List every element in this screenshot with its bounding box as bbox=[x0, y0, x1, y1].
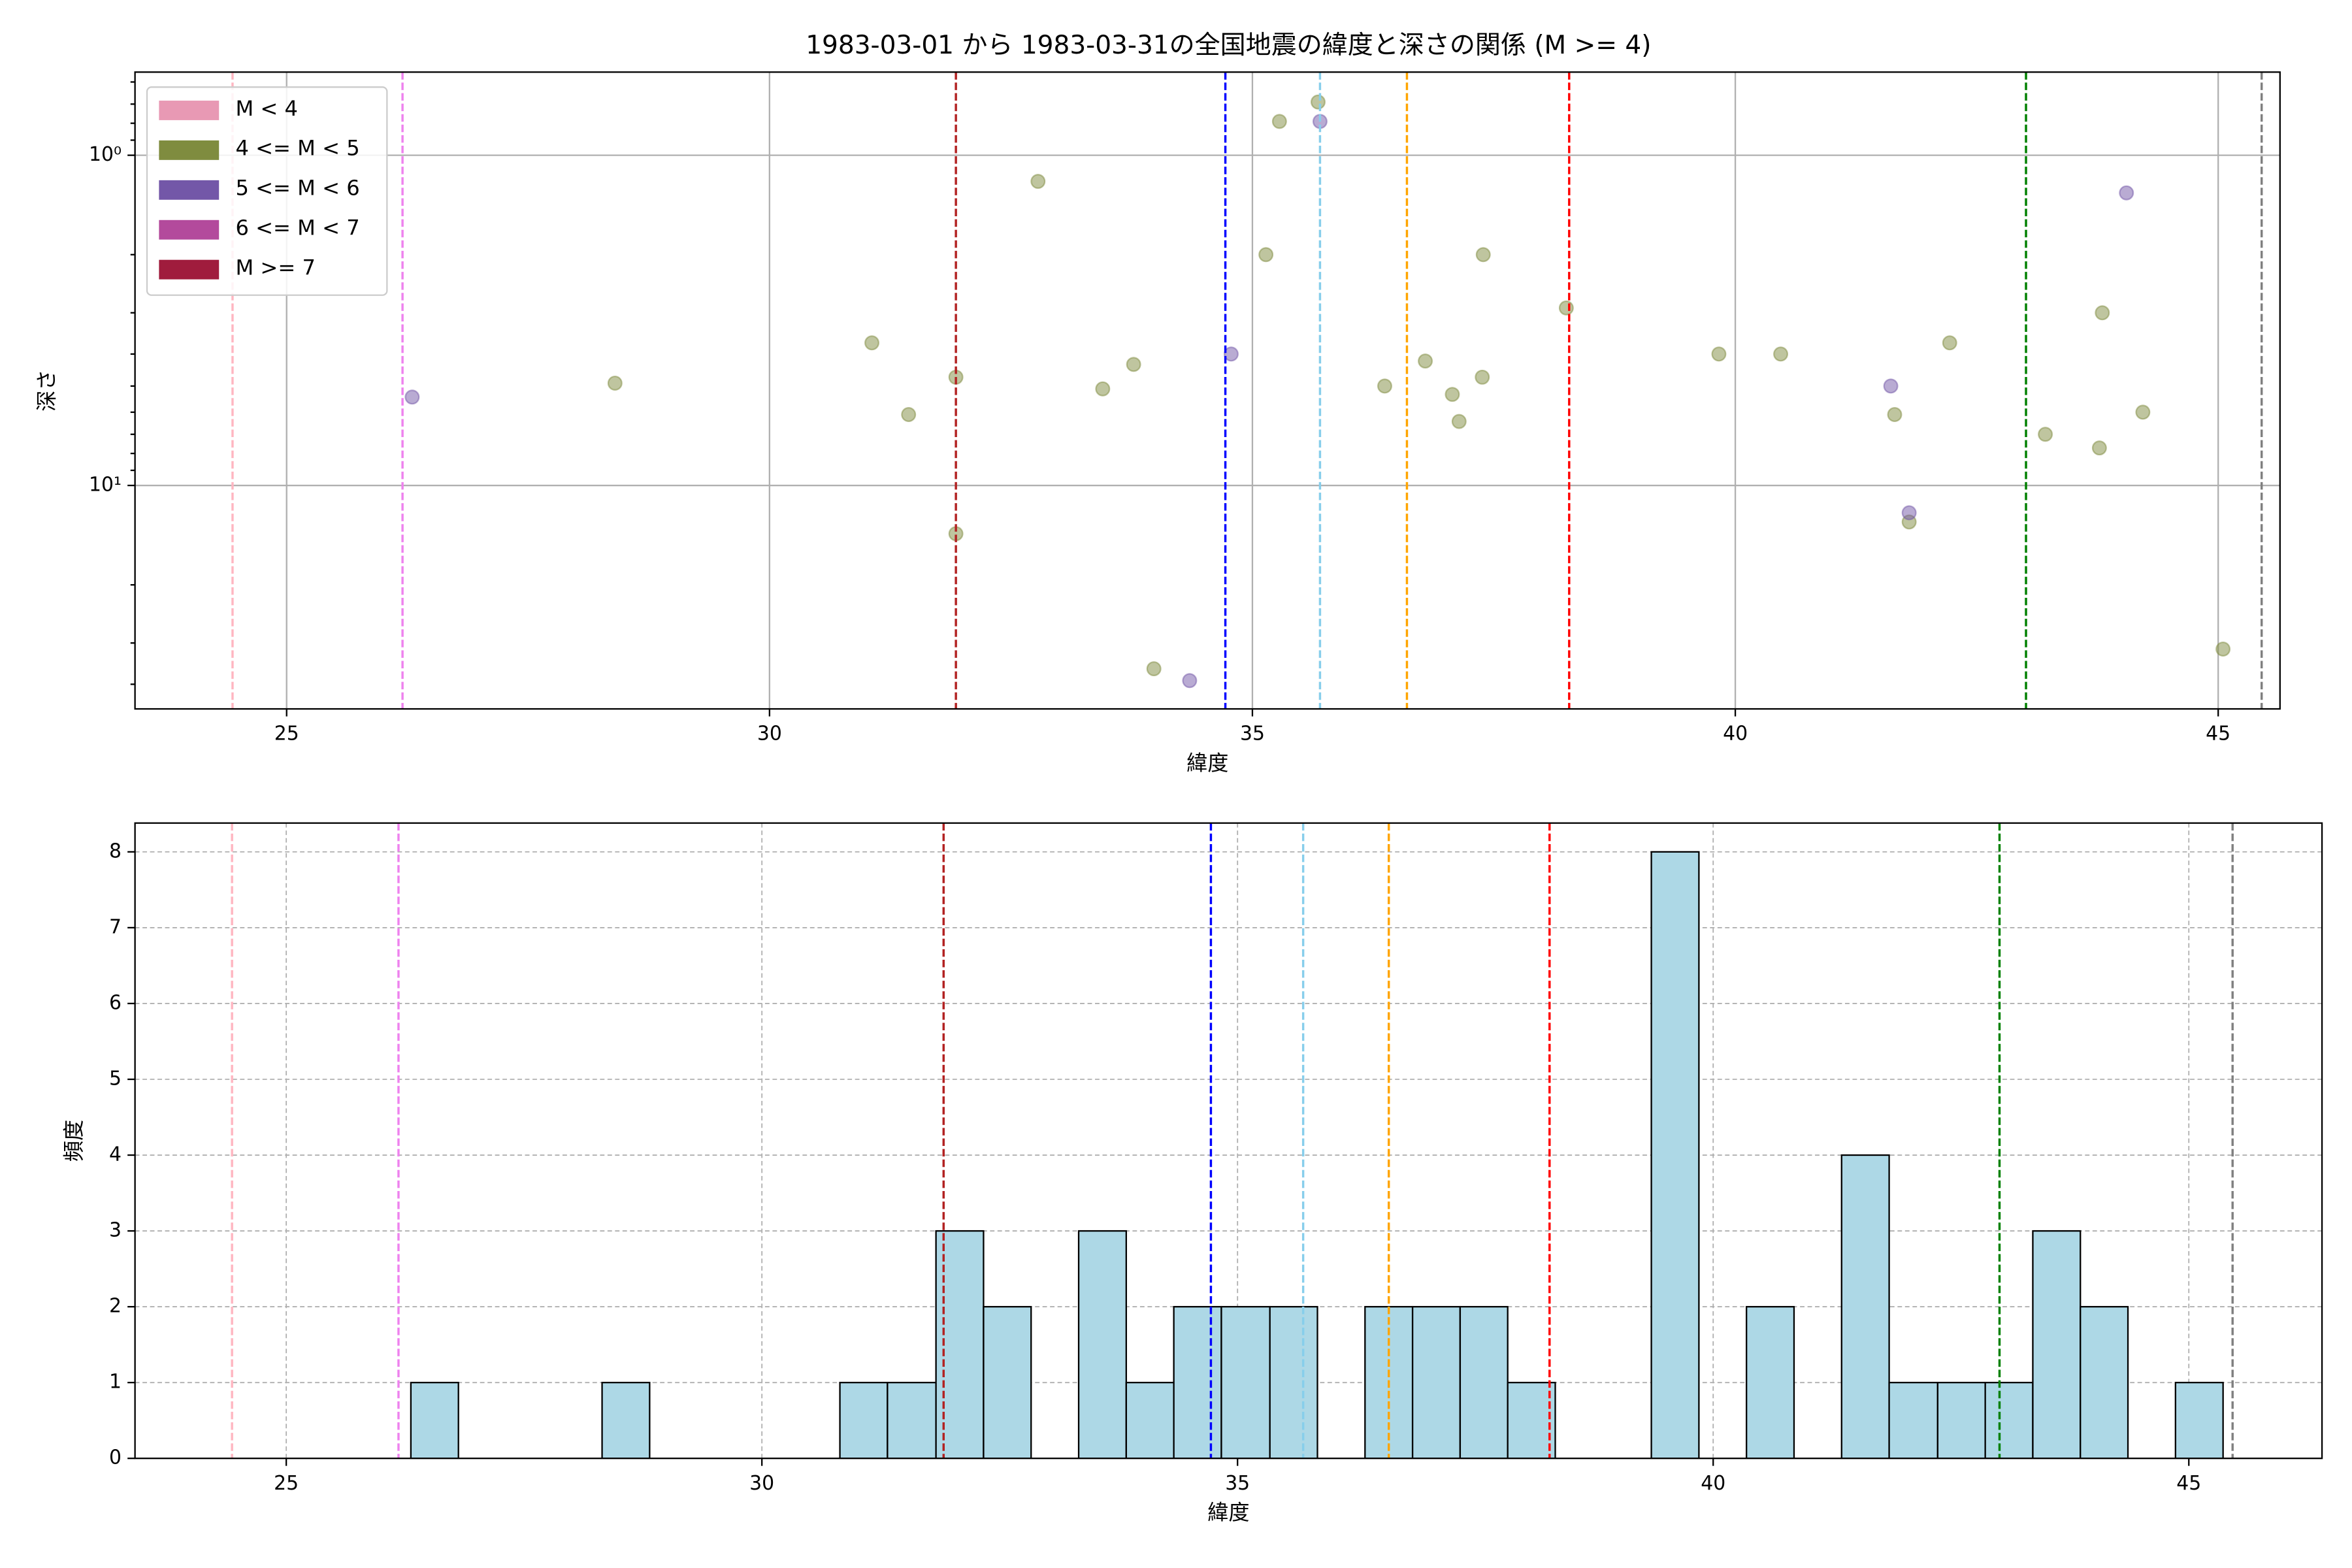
y-axis-label: 深さ bbox=[34, 370, 59, 412]
x-tick-label: 45 bbox=[2206, 723, 2230, 745]
bar bbox=[1077, 1230, 1127, 1459]
bar bbox=[1125, 1381, 1175, 1459]
bar bbox=[983, 1305, 1032, 1459]
bar bbox=[1984, 1381, 2034, 1459]
point bbox=[1182, 673, 1198, 689]
x-tick-label: 30 bbox=[757, 723, 782, 745]
x-axis-label: 緯度 bbox=[1207, 1500, 1249, 1525]
x-tick-label: 45 bbox=[2176, 1472, 2201, 1495]
bar bbox=[1459, 1305, 1509, 1459]
y-tick-label: 10⁰ bbox=[89, 143, 122, 166]
bar bbox=[1888, 1381, 1938, 1459]
point bbox=[1558, 300, 1574, 316]
legend-swatch bbox=[159, 220, 220, 240]
legend-swatch bbox=[159, 101, 220, 120]
bar bbox=[887, 1381, 937, 1459]
legend-label: 4 <= M < 5 bbox=[235, 136, 359, 161]
bar bbox=[1411, 1305, 1462, 1459]
point bbox=[2038, 427, 2053, 442]
point bbox=[1475, 247, 1491, 263]
plot-frame bbox=[134, 71, 2281, 710]
bar bbox=[1746, 1305, 1795, 1459]
x-tick-label: 25 bbox=[274, 723, 299, 745]
legend-swatch bbox=[159, 140, 220, 160]
bar bbox=[1840, 1154, 1890, 1459]
legend-label: M < 4 bbox=[235, 96, 298, 121]
bar bbox=[1220, 1305, 1271, 1459]
point bbox=[1883, 378, 1899, 394]
point bbox=[2119, 185, 2134, 201]
y-tick-label: 0 bbox=[109, 1446, 122, 1469]
bar bbox=[410, 1381, 459, 1459]
y-tick-label: 3 bbox=[109, 1219, 122, 1242]
x-tick-label: 40 bbox=[1701, 1472, 1725, 1495]
x-tick-label: 35 bbox=[1240, 723, 1265, 745]
legend-label: 5 <= M < 6 bbox=[235, 176, 359, 201]
legend-label: M >= 7 bbox=[235, 255, 315, 280]
point bbox=[1310, 94, 1326, 110]
y-tick-label: 2 bbox=[109, 1295, 122, 1318]
x-tick-label: 25 bbox=[274, 1472, 299, 1495]
point bbox=[404, 389, 420, 405]
y-tick-label: 6 bbox=[109, 991, 122, 1014]
y-tick-label: 4 bbox=[109, 1143, 122, 1166]
bar bbox=[839, 1381, 889, 1459]
plot-area bbox=[135, 823, 2323, 1459]
y-axis-label: 頻度 bbox=[61, 1120, 86, 1162]
legend-swatch bbox=[159, 180, 220, 200]
bar bbox=[2080, 1305, 2129, 1459]
point bbox=[1126, 357, 1141, 372]
point bbox=[1418, 353, 1433, 369]
point bbox=[2095, 305, 2110, 321]
x-axis-label: 緯度 bbox=[1186, 751, 1228, 776]
point bbox=[1095, 381, 1111, 397]
point bbox=[1887, 407, 1903, 423]
plot-frame bbox=[134, 822, 2323, 1460]
y-tick-label: 10¹ bbox=[89, 474, 122, 497]
bar bbox=[1650, 851, 1700, 1459]
bar bbox=[1507, 1381, 1556, 1459]
legend-swatch bbox=[159, 259, 220, 280]
point bbox=[1475, 369, 1490, 385]
chart-title: 1983-03-01 から 1983-03-31の全国地震の緯度と深さの関係 (… bbox=[806, 31, 1651, 60]
point bbox=[1377, 378, 1392, 394]
point bbox=[901, 407, 917, 423]
x-tick-label: 40 bbox=[1723, 723, 1748, 745]
y-tick-label: 5 bbox=[109, 1067, 122, 1090]
y-tick-label: 1 bbox=[109, 1371, 122, 1394]
point bbox=[607, 375, 623, 391]
point bbox=[1942, 335, 1957, 351]
bar bbox=[1936, 1381, 1986, 1459]
point bbox=[1271, 114, 1287, 129]
point bbox=[1445, 387, 1460, 402]
bar bbox=[1173, 1305, 1222, 1459]
point bbox=[1451, 414, 1467, 429]
point bbox=[2215, 642, 2231, 657]
point bbox=[1030, 174, 1046, 189]
point bbox=[1146, 661, 1162, 677]
point bbox=[1711, 346, 1727, 362]
bar bbox=[2174, 1381, 2224, 1459]
bar bbox=[601, 1381, 651, 1459]
y-tick-label: 8 bbox=[109, 840, 122, 862]
legend-label: 6 <= M < 7 bbox=[235, 216, 359, 240]
bar bbox=[2032, 1230, 2082, 1459]
point bbox=[2135, 404, 2151, 420]
x-tick-label: 35 bbox=[1225, 1472, 1250, 1495]
plot-area bbox=[135, 72, 2280, 710]
x-tick-label: 30 bbox=[749, 1472, 774, 1495]
legend-box bbox=[146, 86, 388, 296]
point bbox=[1258, 247, 1274, 263]
point bbox=[864, 335, 880, 351]
point bbox=[1901, 505, 1917, 521]
point bbox=[1773, 346, 1789, 362]
point bbox=[1223, 346, 1239, 362]
y-tick-label: 7 bbox=[109, 915, 122, 938]
point bbox=[2091, 440, 2107, 456]
bar bbox=[1269, 1305, 1318, 1459]
